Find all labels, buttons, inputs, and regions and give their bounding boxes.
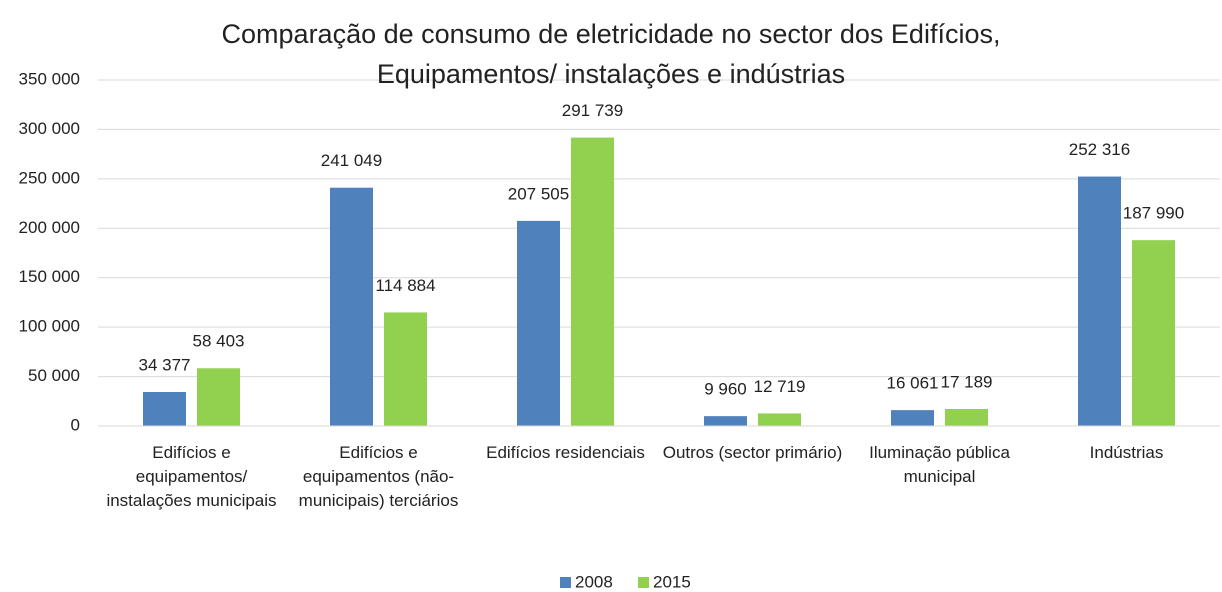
legend-label: 2008 bbox=[575, 572, 613, 591]
data-label: 252 316 bbox=[1069, 140, 1130, 159]
bar bbox=[1132, 240, 1175, 426]
chart-title: Comparação de consumo de eletricidade no… bbox=[221, 19, 1001, 89]
data-label: 207 505 bbox=[508, 184, 569, 203]
bar bbox=[517, 220, 560, 426]
y-tick-label: 250 000 bbox=[19, 168, 80, 187]
legend-swatch bbox=[560, 577, 571, 588]
y-tick-label: 300 000 bbox=[19, 119, 80, 138]
legend-swatch bbox=[638, 577, 649, 588]
bar bbox=[945, 409, 988, 426]
x-tick-label: Iluminação pública municipal bbox=[869, 443, 1010, 486]
y-tick-label: 200 000 bbox=[19, 218, 80, 237]
data-label: 58 403 bbox=[193, 332, 245, 351]
y-tick-label: 350 000 bbox=[19, 69, 80, 88]
x-tick-label: Edifícios e equipamentos (não-municipais… bbox=[298, 443, 459, 510]
data-label: 114 884 bbox=[375, 276, 435, 295]
data-label: 17 189 bbox=[941, 372, 993, 391]
data-label: 34 377 bbox=[139, 356, 191, 375]
bar bbox=[1078, 176, 1121, 426]
x-tick-label: Indústrias bbox=[1089, 443, 1164, 462]
x-tick-label: Edifícios residenciais bbox=[486, 443, 645, 462]
data-label: 9 960 bbox=[704, 380, 747, 399]
bar bbox=[143, 392, 186, 426]
y-tick-label: 50 000 bbox=[28, 366, 80, 385]
bar bbox=[891, 410, 934, 426]
data-label: 16 061 bbox=[887, 374, 939, 393]
y-tick-label: 0 bbox=[71, 415, 80, 434]
data-label: 291 739 bbox=[562, 101, 623, 120]
bar bbox=[330, 187, 373, 426]
x-tick-label: Outros (sector primário) bbox=[662, 443, 843, 462]
bar bbox=[571, 137, 614, 426]
y-tick-label: 100 000 bbox=[19, 317, 80, 336]
y-tick-label: 150 000 bbox=[19, 267, 80, 286]
data-label: 187 990 bbox=[1123, 204, 1184, 223]
bar bbox=[197, 368, 240, 426]
bar bbox=[758, 413, 801, 426]
data-label: 12 719 bbox=[754, 377, 806, 396]
x-tick-label: Edifícios e equipamentos/ instalações mu… bbox=[106, 443, 277, 510]
bar bbox=[384, 312, 427, 426]
legend-label: 2015 bbox=[653, 572, 691, 591]
data-label: 241 049 bbox=[321, 151, 382, 170]
bar bbox=[704, 416, 747, 426]
